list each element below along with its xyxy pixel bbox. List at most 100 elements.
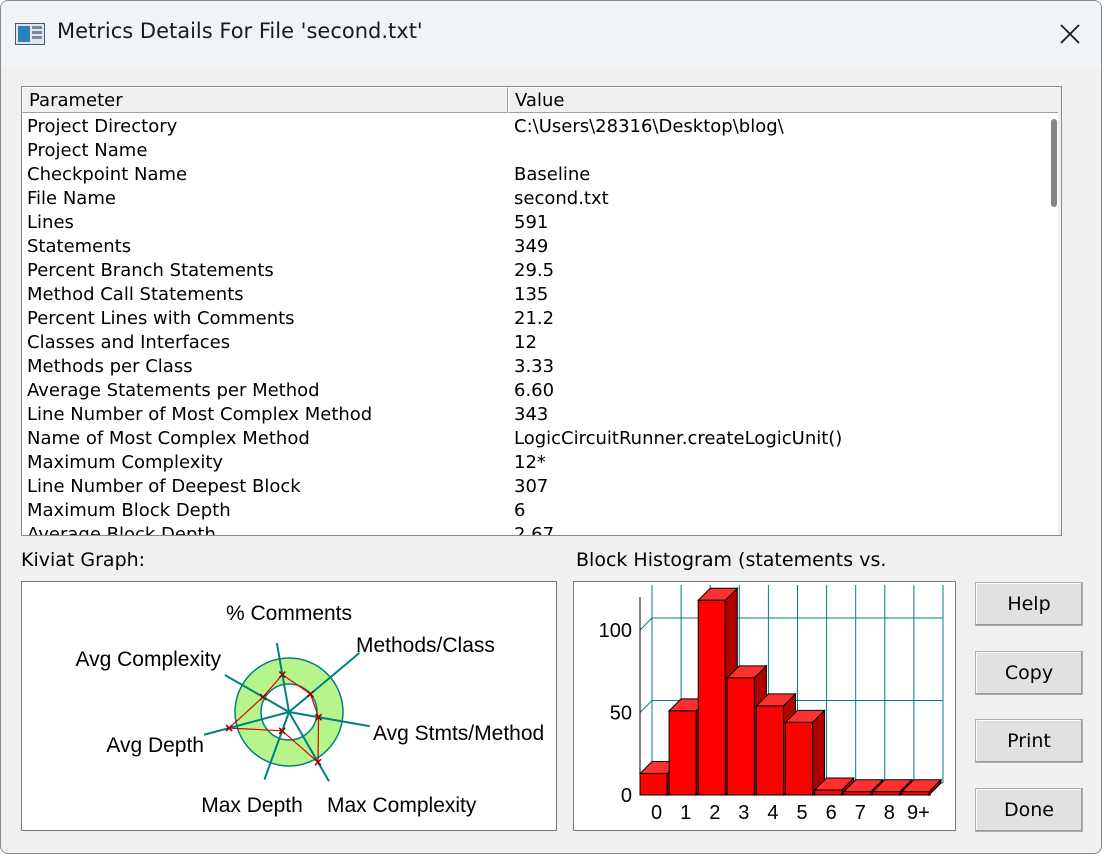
table-row[interactable]: Average Block Depth 2.67 <box>22 523 1058 535</box>
value-cell: 307 <box>514 476 549 497</box>
table-row[interactable]: Maximum Complexity 12* <box>22 451 1058 475</box>
value-cell: 3.33 <box>514 356 555 377</box>
parameter-cell: Statements <box>27 236 132 257</box>
app-icon <box>15 23 45 45</box>
parameter-cell: Line Number of Most Complex Method <box>27 404 373 425</box>
close-button[interactable] <box>1045 15 1095 53</box>
histogram-x-tick-label: 5 <box>796 802 807 824</box>
value-cell: 6 <box>514 500 526 521</box>
histogram-grid-line <box>639 617 653 631</box>
done-button[interactable]: Done <box>975 788 1083 832</box>
parameter-cell: Average Block Depth <box>27 524 216 535</box>
kiviat-band <box>235 658 343 766</box>
table-row[interactable]: Lines 591 <box>22 211 1058 235</box>
table-row[interactable]: Percent Branch Statements 29.5 <box>22 259 1058 283</box>
kiviat-point <box>278 671 286 679</box>
histogram-bar <box>668 710 697 796</box>
kiviat-polygon <box>227 673 320 764</box>
parameter-cell: File Name <box>27 188 116 209</box>
table-row[interactable]: Checkpoint Name Baseline <box>22 163 1058 187</box>
histogram-x-tick-label: 3 <box>738 802 749 824</box>
kiviat-point <box>259 693 267 701</box>
value-cell: 29.5 <box>514 260 555 281</box>
table-row[interactable]: Percent Lines with Comments 21.2 <box>22 307 1058 331</box>
list-header: Parameter Value <box>22 87 1059 113</box>
kiviat-axis <box>263 711 290 780</box>
kiviat-point <box>278 727 286 735</box>
parameter-cell: Methods per Class <box>27 356 193 377</box>
vertical-scrollbar[interactable] <box>1058 87 1061 535</box>
histogram-x-tick-label: 4 <box>767 802 778 824</box>
histogram-x-tick-label: 6 <box>826 802 837 824</box>
value-cell: 591 <box>514 212 549 233</box>
table-row[interactable]: Maximum Block Depth 6 <box>22 499 1058 523</box>
help-button[interactable]: Help <box>975 582 1083 626</box>
table-row[interactable]: Project Name <box>22 139 1058 163</box>
value-cell: 6.60 <box>514 380 555 401</box>
table-row[interactable]: Average Statements per Method 6.60 <box>22 379 1058 403</box>
value-cell: 21.2 <box>514 308 555 329</box>
parameter-cell: Project Name <box>27 140 148 161</box>
table-row[interactable]: Line Number of Most Complex Method 343 <box>22 403 1058 427</box>
print-button[interactable]: Print <box>975 719 1083 763</box>
value-cell: 12* <box>514 452 546 473</box>
kiviat-axis <box>288 652 361 713</box>
metrics-list[interactable]: Parameter Value Project Directory C:\User… <box>21 86 1062 536</box>
histogram-bar <box>785 721 814 796</box>
table-row[interactable]: Methods per Class 3.33 <box>22 355 1058 379</box>
kiviat-point <box>306 690 314 698</box>
histogram-bar <box>639 773 668 796</box>
histogram-bar <box>901 791 930 796</box>
column-header-parameter[interactable]: Parameter <box>22 87 508 113</box>
histogram-y-tick-label: 100 <box>599 620 632 642</box>
column-header-value[interactable]: Value <box>508 87 1059 113</box>
table-row[interactable]: Name of Most Complex Method LogicCircuitR… <box>22 427 1058 451</box>
table-row[interactable]: Method Call Statements 135 <box>22 283 1058 307</box>
histogram-x-tick-label: 7 <box>855 802 866 824</box>
kiviat-axis <box>203 711 290 736</box>
kiviat-axis <box>288 711 370 728</box>
kiviat-axis-label: Avg Stmts/Method <box>373 722 544 745</box>
value-cell: 2.67 <box>514 524 555 535</box>
parameter-cell: Project Directory <box>27 116 178 137</box>
copy-button[interactable]: Copy <box>975 651 1083 695</box>
table-row[interactable]: Statements 349 <box>22 235 1058 259</box>
parameter-cell: Method Call Statements <box>27 284 244 305</box>
kiviat-point <box>315 713 323 721</box>
kiviat-axis-label: Avg Depth <box>106 734 204 757</box>
histogram-bar <box>755 705 784 796</box>
histogram-x-tick-label: 0 <box>651 802 662 824</box>
parameter-cell: Line Number of Deepest Block <box>27 476 301 497</box>
histogram-bar <box>814 789 843 796</box>
parameter-cell: Maximum Complexity <box>27 452 224 473</box>
histogram-x-tick-label: 2 <box>709 802 720 824</box>
title-bar[interactable]: Metrics Details For File 'second.txt' <box>1 1 1101 67</box>
kiviat-point <box>314 758 322 766</box>
value-cell: 135 <box>514 284 549 305</box>
block-histogram-panel: 0 50 100 0 1 2 3 4 5 6 7 8 9+ <box>573 581 956 831</box>
value-cell: C:\Users\28316\Desktop\blog\ <box>514 116 784 137</box>
kiviat-graph-panel: % Comments Methods/Class Avg Stmts/Method M… <box>21 581 557 831</box>
histogram-bar <box>843 791 872 796</box>
kiviat-outer-ring <box>234 657 344 767</box>
parameter-cell: Average Statements per Method <box>27 380 320 401</box>
window-title: Metrics Details For File 'second.txt' <box>57 19 423 43</box>
table-row[interactable]: File Name second.txt <box>22 187 1058 211</box>
kiviat-axis <box>224 674 290 713</box>
kiviat-axis-label: Avg Complexity <box>75 648 221 671</box>
table-row[interactable]: Classes and Interfaces 12 <box>22 331 1058 355</box>
parameter-cell: Percent Lines with Comments <box>27 308 295 329</box>
block-histogram-label: Block Histogram (statements vs. <box>576 549 887 571</box>
kiviat-axis-label: % Comments <box>226 602 352 625</box>
kiviat-axis <box>275 642 290 713</box>
scrollbar-thumb[interactable] <box>1051 119 1057 207</box>
kiviat-point <box>225 724 233 732</box>
table-row[interactable]: Line Number of Deepest Block 307 <box>22 475 1058 499</box>
histogram-x-tick-label: 1 <box>680 802 691 824</box>
kiviat-graph-label: Kiviat Graph: <box>21 549 146 571</box>
value-cell: 12 <box>514 332 537 353</box>
table-row[interactable]: Project Directory C:\Users\28316\Desktop\… <box>22 115 1058 139</box>
